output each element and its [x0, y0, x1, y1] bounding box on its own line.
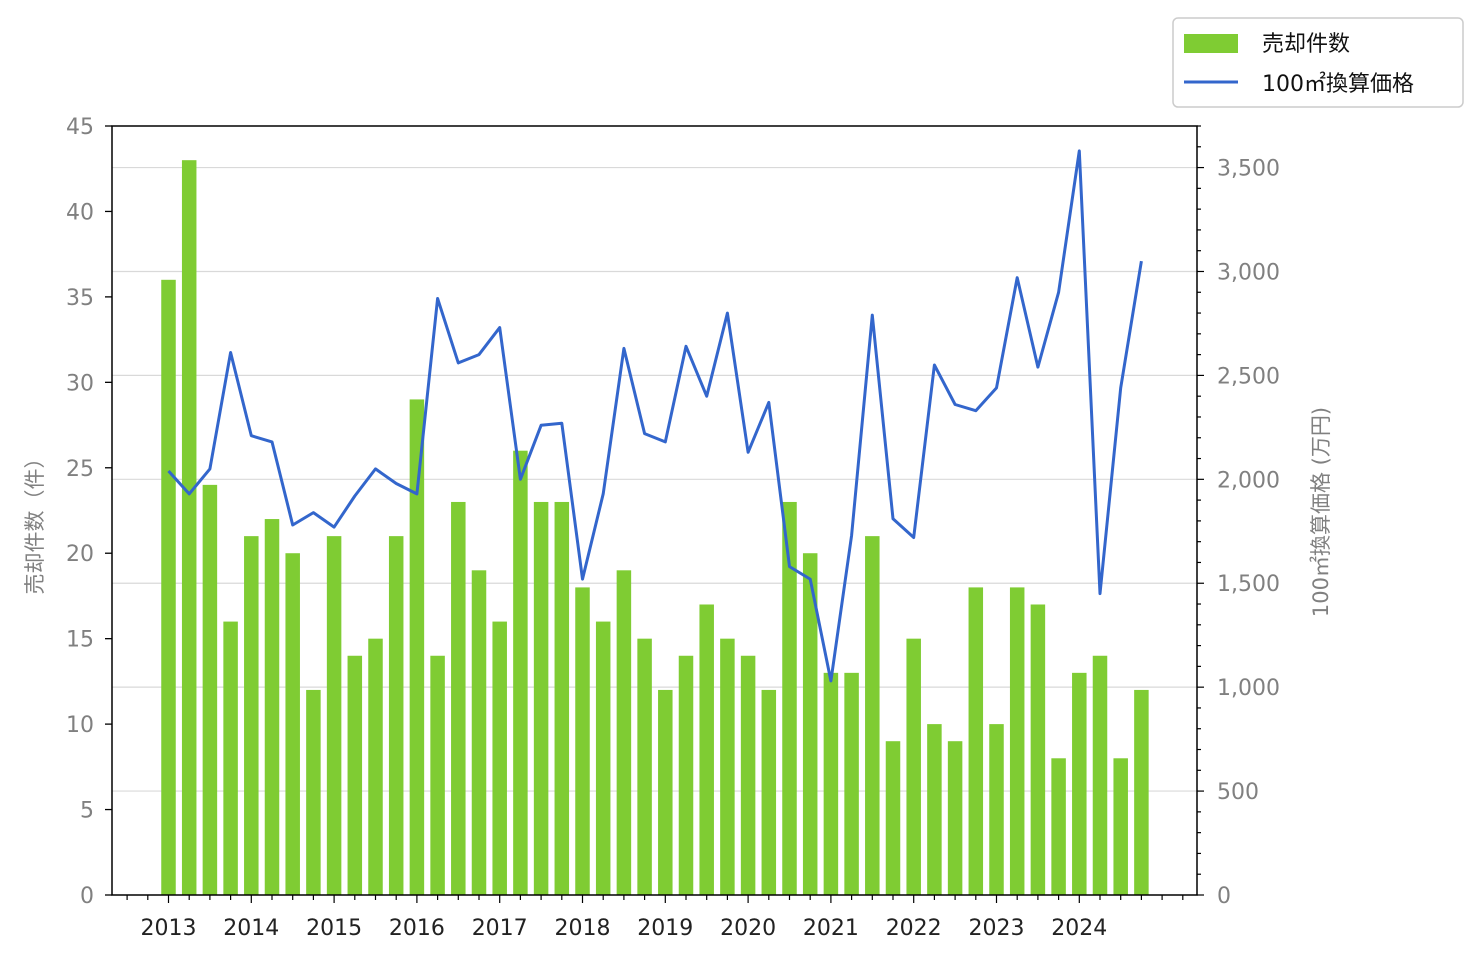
legend-label-line: 100㎡換算価格	[1262, 71, 1414, 97]
legend-label-bars: 売却件数	[1262, 32, 1350, 57]
axes	[111, 125, 1198, 896]
bar	[1009, 587, 1025, 895]
right-tick-label: 0	[1217, 884, 1231, 909]
bar	[326, 536, 342, 895]
bar	[202, 484, 218, 895]
x-tick-label: 2014	[223, 916, 279, 941]
bar	[865, 536, 880, 895]
bar	[844, 672, 859, 895]
bar	[823, 672, 839, 895]
bar	[802, 553, 818, 895]
plot-frame	[111, 125, 1198, 896]
bar	[492, 621, 507, 895]
right-axis-title: 100㎡換算価格 (万円)	[1309, 407, 1333, 617]
left-tick-label: 5	[80, 799, 94, 824]
left-tick-label: 45	[66, 115, 94, 140]
x-tick-label: 2024	[1051, 916, 1107, 941]
left-tick-label: 35	[66, 286, 94, 311]
bar	[1092, 655, 1108, 895]
bar	[637, 638, 652, 895]
bar	[616, 570, 632, 895]
legend-frame	[1172, 17, 1464, 108]
bar	[720, 638, 735, 895]
bar	[595, 621, 611, 895]
bar	[347, 655, 363, 895]
bar	[658, 689, 673, 895]
legend-swatch-bars	[1184, 34, 1238, 53]
bar	[264, 519, 280, 895]
bar	[1134, 689, 1149, 895]
right-tick-label: 2,000	[1217, 468, 1280, 493]
x-tick-label: 2016	[389, 916, 445, 941]
left-tick-label: 10	[66, 713, 94, 738]
right-axis-ticks: 0 500 1,000 1,500 2,000 2,500 3,000 3,500	[1197, 125, 1280, 909]
bar	[1113, 758, 1128, 895]
x-axis-ticks: 2013 2014 2015 2016 2017 2018 2019 2020 2021 2022…	[126, 895, 1184, 941]
bar	[885, 741, 901, 895]
right-tick-label: 3,500	[1217, 157, 1280, 182]
bar	[306, 689, 321, 895]
line-series	[167, 149, 1143, 683]
bar	[968, 587, 984, 895]
bar	[761, 689, 777, 895]
bar	[1051, 758, 1066, 895]
bar	[285, 553, 300, 895]
bar	[244, 536, 259, 895]
bar	[513, 450, 528, 895]
bar	[554, 501, 570, 895]
x-tick-label: 2021	[803, 916, 859, 941]
x-tick-label: 2017	[472, 916, 528, 941]
bar	[575, 587, 590, 895]
bar	[471, 570, 487, 895]
bar	[947, 741, 963, 895]
bar	[906, 638, 921, 895]
left-tick-label: 30	[66, 371, 94, 396]
right-tick-label: 500	[1217, 780, 1259, 805]
bar	[181, 160, 197, 895]
bar	[161, 279, 176, 895]
bar	[223, 621, 238, 895]
left-tick-label: 0	[80, 884, 94, 909]
bar	[927, 724, 942, 895]
price-line	[167, 149, 1143, 683]
right-tick-label: 1,500	[1217, 572, 1280, 597]
bar	[1072, 672, 1087, 895]
bar	[782, 501, 797, 895]
right-tick-label: 2,500	[1217, 364, 1280, 389]
bar	[388, 536, 404, 895]
left-axis-ticks: 0 5 10 15 20 25 30 35 40 45	[66, 115, 112, 909]
bar	[409, 399, 425, 895]
bar	[451, 501, 466, 895]
bar	[1030, 604, 1046, 895]
bar-series	[161, 160, 1149, 895]
x-tick-label: 2018	[555, 916, 611, 941]
legend: 売却件数 100㎡換算価格	[1172, 17, 1464, 108]
x-tick-label: 2013	[141, 916, 197, 941]
right-tick-label: 1,000	[1217, 676, 1280, 701]
left-axis-title: 売却件数（件）	[23, 448, 47, 595]
bar	[699, 604, 714, 895]
left-tick-label: 20	[66, 542, 94, 567]
bar	[430, 655, 445, 895]
bar	[678, 655, 694, 895]
x-tick-label: 2019	[637, 916, 693, 941]
bar	[989, 724, 1004, 895]
bar	[533, 501, 549, 895]
left-tick-label: 15	[66, 628, 94, 653]
bar	[368, 638, 383, 895]
right-tick-label: 3,000	[1217, 260, 1280, 285]
x-tick-label: 2015	[306, 916, 362, 941]
x-tick-label: 2023	[969, 916, 1025, 941]
x-tick-label: 2020	[720, 916, 776, 941]
bar	[740, 655, 756, 895]
left-tick-label: 25	[66, 457, 94, 482]
left-tick-label: 40	[66, 200, 94, 225]
x-tick-label: 2022	[886, 916, 942, 941]
